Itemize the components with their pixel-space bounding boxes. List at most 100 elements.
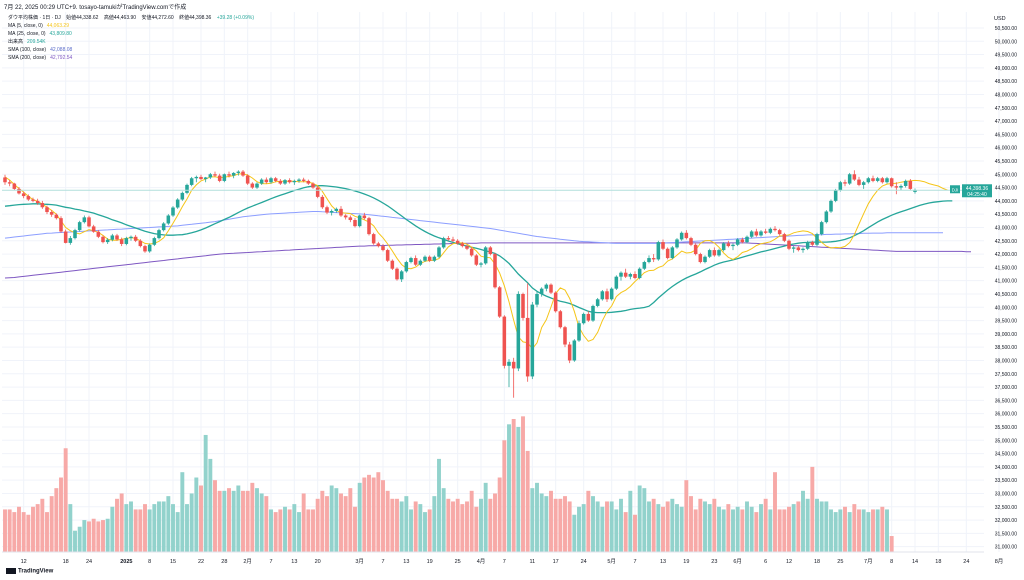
currency-label: USD	[994, 16, 1006, 22]
ma5-path	[4, 173, 948, 350]
volume-bar	[259, 493, 264, 552]
x-tick-label: 18	[63, 559, 69, 565]
symbol-tag: DJI	[952, 187, 959, 192]
volume-bar	[348, 488, 353, 552]
volume-bar	[880, 506, 885, 552]
candle-body	[222, 174, 227, 181]
tradingview-logo[interactable]: TradingView	[6, 568, 53, 575]
y-tick-label: 41,000.00	[995, 279, 1017, 285]
sma200-path	[4, 242, 971, 279]
y-tick-label: 48,000.00	[995, 92, 1017, 98]
volume-bar	[717, 506, 721, 552]
candle-body	[530, 304, 535, 377]
candle-body	[633, 274, 637, 279]
symbol-name[interactable]: ダウ平均株価 · 1日 · DJ	[8, 15, 61, 21]
volume-bar	[637, 485, 642, 552]
volume-bar	[287, 509, 292, 552]
price-axis[interactable]: USD 31,000.00 31,500.00 32,000.00 32,500.00 3…	[994, 16, 1017, 551]
candle-body	[119, 239, 124, 244]
candle-body	[287, 180, 292, 183]
candle-body	[773, 228, 777, 231]
volume-bar	[600, 506, 605, 552]
candle-body	[689, 238, 693, 245]
volume-bar	[278, 509, 283, 552]
x-tick-label: 5月	[607, 558, 616, 565]
indicator-label: MA (5, close, 0)	[8, 23, 43, 29]
volume-bar	[320, 490, 325, 552]
volume-bar	[754, 512, 759, 552]
volume-bar	[609, 501, 614, 552]
volume-bar	[796, 501, 801, 552]
candle-body	[217, 175, 222, 181]
candle-body	[255, 183, 259, 188]
candle-body	[3, 177, 7, 183]
volume-bar	[665, 501, 670, 552]
volume-bar	[353, 506, 357, 552]
volume-bar	[558, 498, 563, 552]
candle-body	[782, 234, 787, 241]
close-value: 終値44,398.36	[179, 15, 212, 21]
y-tick-label: 31,500.00	[995, 531, 1017, 537]
volume-bar	[502, 440, 507, 552]
candle-body	[665, 248, 670, 259]
volume-bar	[535, 482, 539, 552]
candle-body	[549, 284, 553, 293]
candle-body	[516, 293, 521, 369]
candle-body	[283, 180, 287, 184]
volume-bar	[773, 472, 777, 552]
volume-bar	[581, 504, 586, 552]
candle-body	[437, 247, 441, 257]
indicator-row-sma100[interactable]: SMA (100, close) 42,088.08	[8, 46, 254, 54]
volume-bar	[283, 506, 287, 552]
volume-bar	[7, 509, 12, 552]
volume-bar	[17, 506, 21, 552]
y-tick-label: 42,000.00	[995, 252, 1017, 258]
volume-bar	[525, 450, 530, 552]
indicator-row-ma5[interactable]: MA (5, close, 0) 44,063.29	[8, 22, 254, 30]
candle-body	[819, 222, 824, 235]
volume-bar	[567, 501, 572, 552]
x-tick-label: 7	[503, 559, 506, 565]
candle-body	[693, 244, 698, 255]
volume-bar	[871, 509, 875, 552]
volume-bar	[129, 501, 133, 552]
candle-body	[801, 248, 805, 251]
volume-bar	[255, 488, 259, 552]
candle-body	[194, 176, 199, 179]
candle-body	[563, 327, 567, 345]
volume-bar	[591, 496, 595, 552]
volume-bar	[605, 501, 609, 552]
volume-bar	[885, 509, 889, 552]
time-axis[interactable]: 12 18 24 2025 8 15 22 28 2月 7 13 20 3月 7 13 19 25 4月 7 11 17…	[2, 551, 1003, 565]
candle-body	[273, 178, 278, 181]
candle-body	[54, 214, 59, 219]
indicator-row-ma25[interactable]: MA (25, close, 0) 43,809.80	[8, 30, 254, 38]
y-tick-label: 43,000.00	[995, 225, 1017, 231]
indicator-row-volume[interactable]: 出来高 209.54K	[8, 38, 254, 46]
candle-body	[857, 179, 861, 185]
y-tick-label: 50,500.00	[995, 26, 1017, 32]
candle-body	[59, 218, 63, 232]
x-tick-label: 13	[291, 559, 297, 565]
volume-bar	[675, 504, 679, 552]
y-tick-label: 39,500.00	[995, 319, 1017, 325]
volume-bar	[810, 466, 815, 552]
volume-bar	[292, 504, 297, 552]
x-tick-label: 12	[21, 559, 27, 565]
candle-body	[880, 178, 885, 183]
y-tick-label: 37,500.00	[995, 372, 1017, 378]
candle-body	[894, 186, 899, 188]
volume-bar	[698, 498, 703, 552]
x-tick-label: 19	[427, 559, 433, 565]
volume-bar	[787, 506, 791, 552]
volume-bar	[759, 504, 763, 552]
volume-bar	[670, 498, 675, 552]
x-tick-label: 13	[403, 559, 409, 565]
candle-body	[301, 179, 306, 181]
volume-bar	[147, 509, 152, 552]
symbol-ohlc-line[interactable]: ダウ平均株価 · 1日 · DJ 始値44,338.62 高値44,463.90…	[8, 14, 254, 22]
volume-bar	[59, 477, 63, 552]
volume-bar	[553, 498, 558, 552]
indicator-row-sma200[interactable]: SMA (200, close) 42,792.54	[8, 54, 254, 62]
